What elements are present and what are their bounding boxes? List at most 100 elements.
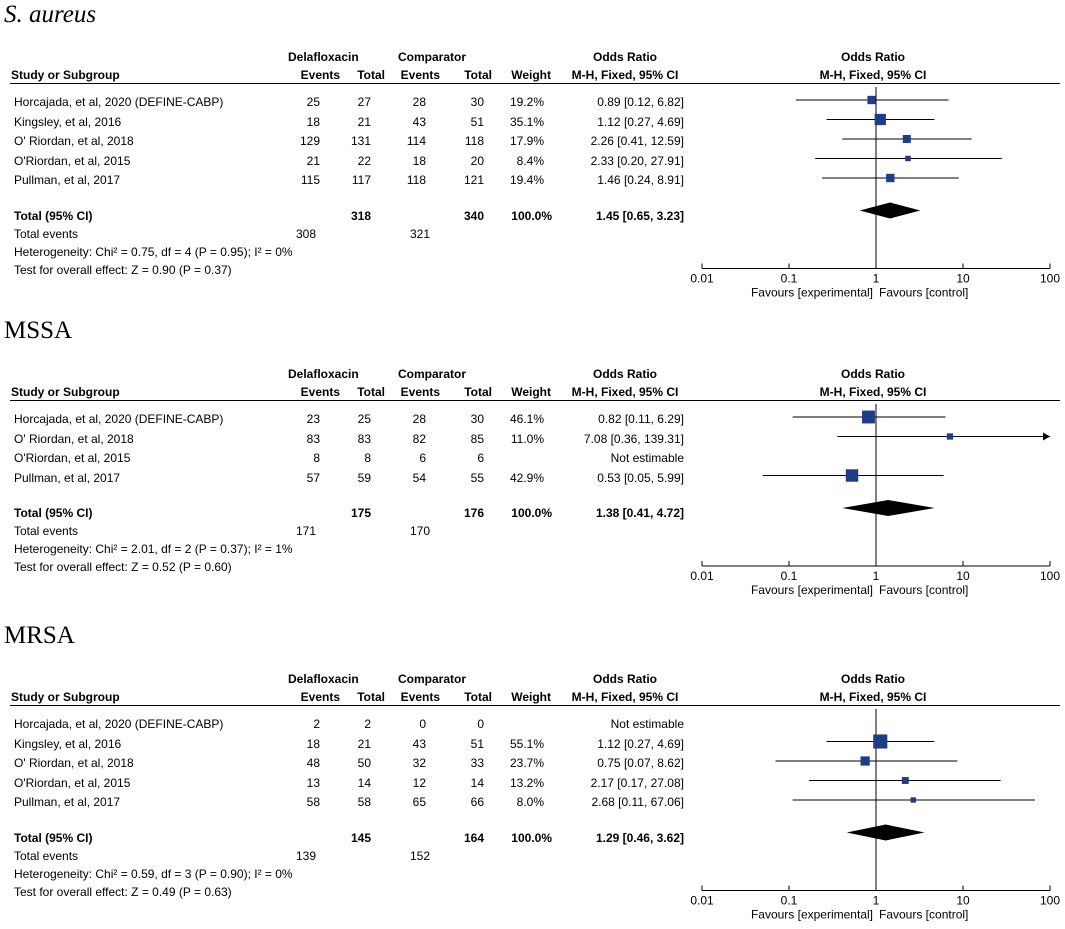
- ci-cell: 0.82 [0.11, 6.29]: [598, 412, 684, 426]
- total-label: Total (95% CI): [14, 506, 93, 520]
- section-title: MSSA: [4, 317, 73, 344]
- events1-cell: 18: [306, 736, 320, 751]
- odds-ratio-header: Odds Ratio: [592, 672, 657, 686]
- study-marker: [946, 433, 954, 440]
- ci-cell: 2.33 [0.20, 27.91]: [590, 153, 684, 168]
- weight-cell: 42.9%: [509, 470, 544, 485]
- forest-plot: 0.01 0.1 1 10 100 Favours [experimental] Favou…: [690, 404, 1060, 597]
- events2-cell: 18: [412, 153, 426, 168]
- study-marker: [910, 797, 916, 803]
- study-name: O' Riordan, et al, 2018: [14, 134, 134, 148]
- section-title: S. aureus: [4, 1, 97, 28]
- x-tick-label: 10: [956, 894, 970, 908]
- study-name: O' Riordan, et al, 2018: [14, 431, 134, 446]
- forest-plot: 0.01 0.1 1 10 100 Favours [experimental] Favou…: [690, 709, 1060, 922]
- study-marker: [860, 756, 870, 766]
- events1-cell: 2: [313, 717, 320, 731]
- study-marker: [905, 155, 911, 162]
- total2-sum: 340: [463, 208, 484, 223]
- events2-cell: 65: [412, 795, 426, 809]
- weight-header: Weight: [511, 690, 551, 704]
- study-header: Study or Subgroup: [11, 68, 120, 82]
- delafloxacin-header: Delafloxacin: [288, 672, 359, 686]
- method-header: M-H, Fixed, 95% CI: [571, 68, 679, 82]
- odds-ratio-header: Odds Ratio: [592, 367, 657, 381]
- x-tick-label: 100: [1040, 894, 1060, 908]
- method-header: M-H, Fixed, 95% CI: [571, 690, 679, 704]
- plot-header-rule: [690, 400, 1060, 401]
- favours-right-label: Favours [control]: [879, 908, 968, 922]
- total2-cell: 6: [477, 451, 484, 465]
- total1-header: Total: [357, 68, 385, 82]
- ci-cell: 1.12 [0.27, 4.69]: [597, 736, 684, 751]
- weight-cell: 19.4%: [509, 173, 544, 187]
- forest-section: S. aureus Delafloxacin Comparator Odds Rati…: [0, 0, 1065, 300]
- comparator-header: Comparator: [398, 367, 467, 381]
- plot-odds-ratio-header: Odds Ratio: [840, 367, 905, 381]
- plot-method-header: M-H, Fixed, 95% CI: [819, 385, 927, 399]
- pooled-diamond: [842, 500, 935, 516]
- weight-cell: 8.0%: [516, 795, 544, 809]
- total1-cell: 2: [364, 717, 371, 731]
- total1-cell: 14: [357, 775, 371, 790]
- x-tick-label: 0.1: [781, 894, 798, 908]
- study-marker: [873, 734, 888, 749]
- heterogeneity-text: Heterogeneity: Chi² = 0.75, df = 4 (P = …: [14, 244, 293, 259]
- plot-header-rule: [690, 705, 1060, 706]
- total2-sum: 164: [463, 830, 484, 845]
- study-name: O' Riordan, et al, 2018: [14, 756, 134, 770]
- events2-cell: 43: [412, 736, 426, 751]
- section-title: MRSA: [4, 622, 75, 649]
- x-tick-label: 10: [956, 569, 970, 583]
- delafloxacin-header: Delafloxacin: [288, 50, 359, 64]
- total-events2: 170: [409, 524, 430, 538]
- total1-cell: 21: [357, 736, 371, 751]
- study-marker: [862, 410, 875, 424]
- study-name: Horcajada, et al, 2020 (DEFINE-CABP): [14, 412, 224, 426]
- events1-cell: 13: [306, 775, 320, 790]
- total2-cell: 66: [470, 795, 484, 809]
- total-label: Total (95% CI): [14, 830, 93, 845]
- total1-cell: 25: [357, 412, 371, 426]
- study-marker: [901, 777, 909, 784]
- odds-ratio-header: Odds Ratio: [592, 50, 657, 64]
- method-header: M-H, Fixed, 95% CI: [571, 385, 679, 399]
- total1-cell: 8: [364, 451, 371, 465]
- events1-cell: 57: [306, 470, 320, 485]
- comparator-header: Comparator: [398, 50, 467, 64]
- ci-cell: 1.46 [0.24, 8.91]: [597, 173, 684, 187]
- events1-cell: 48: [306, 756, 320, 770]
- total2-cell: 20: [470, 153, 484, 168]
- favours-right-label: Favours [control]: [879, 583, 968, 597]
- total1-sum: 145: [350, 830, 371, 845]
- overall-effect-text: Test for overall effect: Z = 0.52 (P = 0…: [14, 560, 232, 574]
- weight-cell: 8.4%: [516, 153, 544, 168]
- ci-cell: 0.89 [0.12, 6.82]: [597, 95, 684, 109]
- total1-sum: 175: [350, 506, 371, 520]
- total1-cell: 59: [357, 470, 371, 485]
- study-name: O'Riordan, et al, 2015: [14, 451, 131, 465]
- total1-header: Total: [357, 690, 385, 704]
- study-name: Horcajada, et al, 2020 (DEFINE-CABP): [14, 95, 224, 109]
- events2-cell: 118: [406, 173, 426, 187]
- total1-header: Total: [357, 385, 385, 399]
- x-tick-label: 1: [873, 569, 880, 583]
- study-marker: [886, 173, 895, 183]
- table-header-rule: [10, 705, 690, 706]
- events2-cell: 12: [412, 775, 426, 790]
- forest-section: MSSA Delafloxacin Comparator Odds Ratio Odds…: [0, 317, 1065, 617]
- plot-header-rule: [690, 83, 1060, 84]
- events1-header: Events: [300, 68, 340, 82]
- study-marker: [874, 113, 886, 126]
- forest-section: MRSA Delafloxacin Comparator Odds Ratio Odds…: [0, 622, 1065, 922]
- total-events1: 308: [295, 226, 316, 241]
- total2-cell: 118: [464, 134, 484, 148]
- total-ci: 1.29 [0.46, 3.62]: [595, 830, 684, 845]
- table-header-rule: [10, 400, 690, 401]
- study-header: Study or Subgroup: [11, 385, 120, 399]
- total1-cell: 131: [350, 134, 371, 148]
- heterogeneity-text: Heterogeneity: Chi² = 2.01, df = 2 (P = …: [14, 542, 293, 556]
- total-label: Total (95% CI): [14, 208, 93, 223]
- ci-cell: 2.68 [0.11, 67.06]: [591, 795, 684, 809]
- events1-cell: 18: [306, 114, 320, 129]
